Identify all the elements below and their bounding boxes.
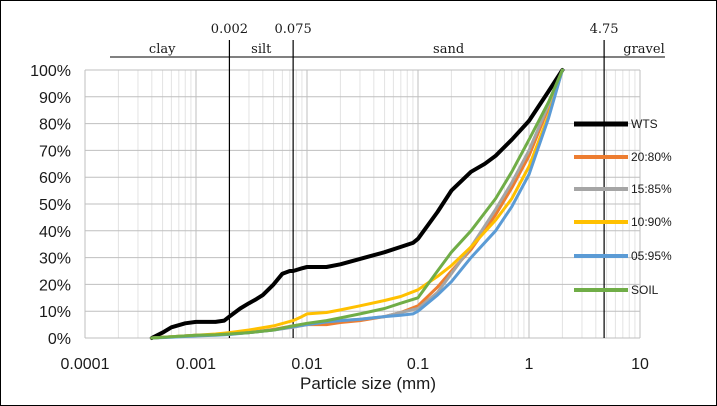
y-tick-label: 60%: [39, 170, 71, 187]
series-line: [149, 68, 565, 340]
zone-label: sand: [433, 42, 464, 57]
x-tick-label: 0.0001: [61, 356, 110, 373]
y-tick-label: 40%: [39, 224, 71, 241]
y-tick-label: 0%: [48, 331, 71, 348]
legend-label: WTS: [631, 117, 658, 131]
y-tick-label: 50%: [39, 197, 71, 214]
boundary-label: 4.75: [590, 22, 619, 37]
zone-label: gravel: [623, 42, 664, 57]
y-tick-label: 70%: [39, 143, 71, 160]
series-line: [150, 68, 564, 340]
x-tick-label: 0.01: [291, 356, 322, 373]
y-tick-label: 10%: [39, 304, 71, 321]
y-tick-label: 30%: [39, 251, 71, 268]
legend-label: 20:80%: [631, 150, 672, 164]
boundary-label: 0.002: [211, 22, 248, 37]
zone-label: silt: [251, 42, 272, 57]
legend-label: 15:85%: [631, 182, 672, 196]
x-tick-label: 10: [631, 356, 649, 373]
x-tick-label: 0.1: [407, 356, 429, 373]
y-tick-label: 20%: [39, 277, 71, 294]
y-tick-label: 80%: [39, 117, 71, 134]
series-lines: [149, 68, 565, 340]
zone-label: clay: [149, 42, 176, 57]
legend: WTS 20:80% 15:85% 10:90% 05:95% SOIL: [574, 117, 672, 297]
x-tick-label: 1: [525, 356, 534, 373]
x-axis-label: Particle size (mm): [300, 374, 436, 393]
y-tick-label: 100%: [30, 63, 71, 80]
legend-label: SOIL: [631, 283, 659, 297]
boundary-label: 0.075: [275, 22, 312, 37]
x-axis-ticks: 0.0001 0.001 0.01 0.1 1 10: [61, 356, 649, 373]
legend-label: 10:90%: [631, 215, 672, 229]
legend-label: 05:95%: [631, 249, 672, 263]
x-tick-label: 0.001: [176, 356, 216, 373]
y-axis-ticks: 0% 10% 20% 30% 40% 50% 60% 70% 80% 90% 100%: [30, 63, 71, 348]
y-tick-label: 90%: [39, 90, 71, 107]
